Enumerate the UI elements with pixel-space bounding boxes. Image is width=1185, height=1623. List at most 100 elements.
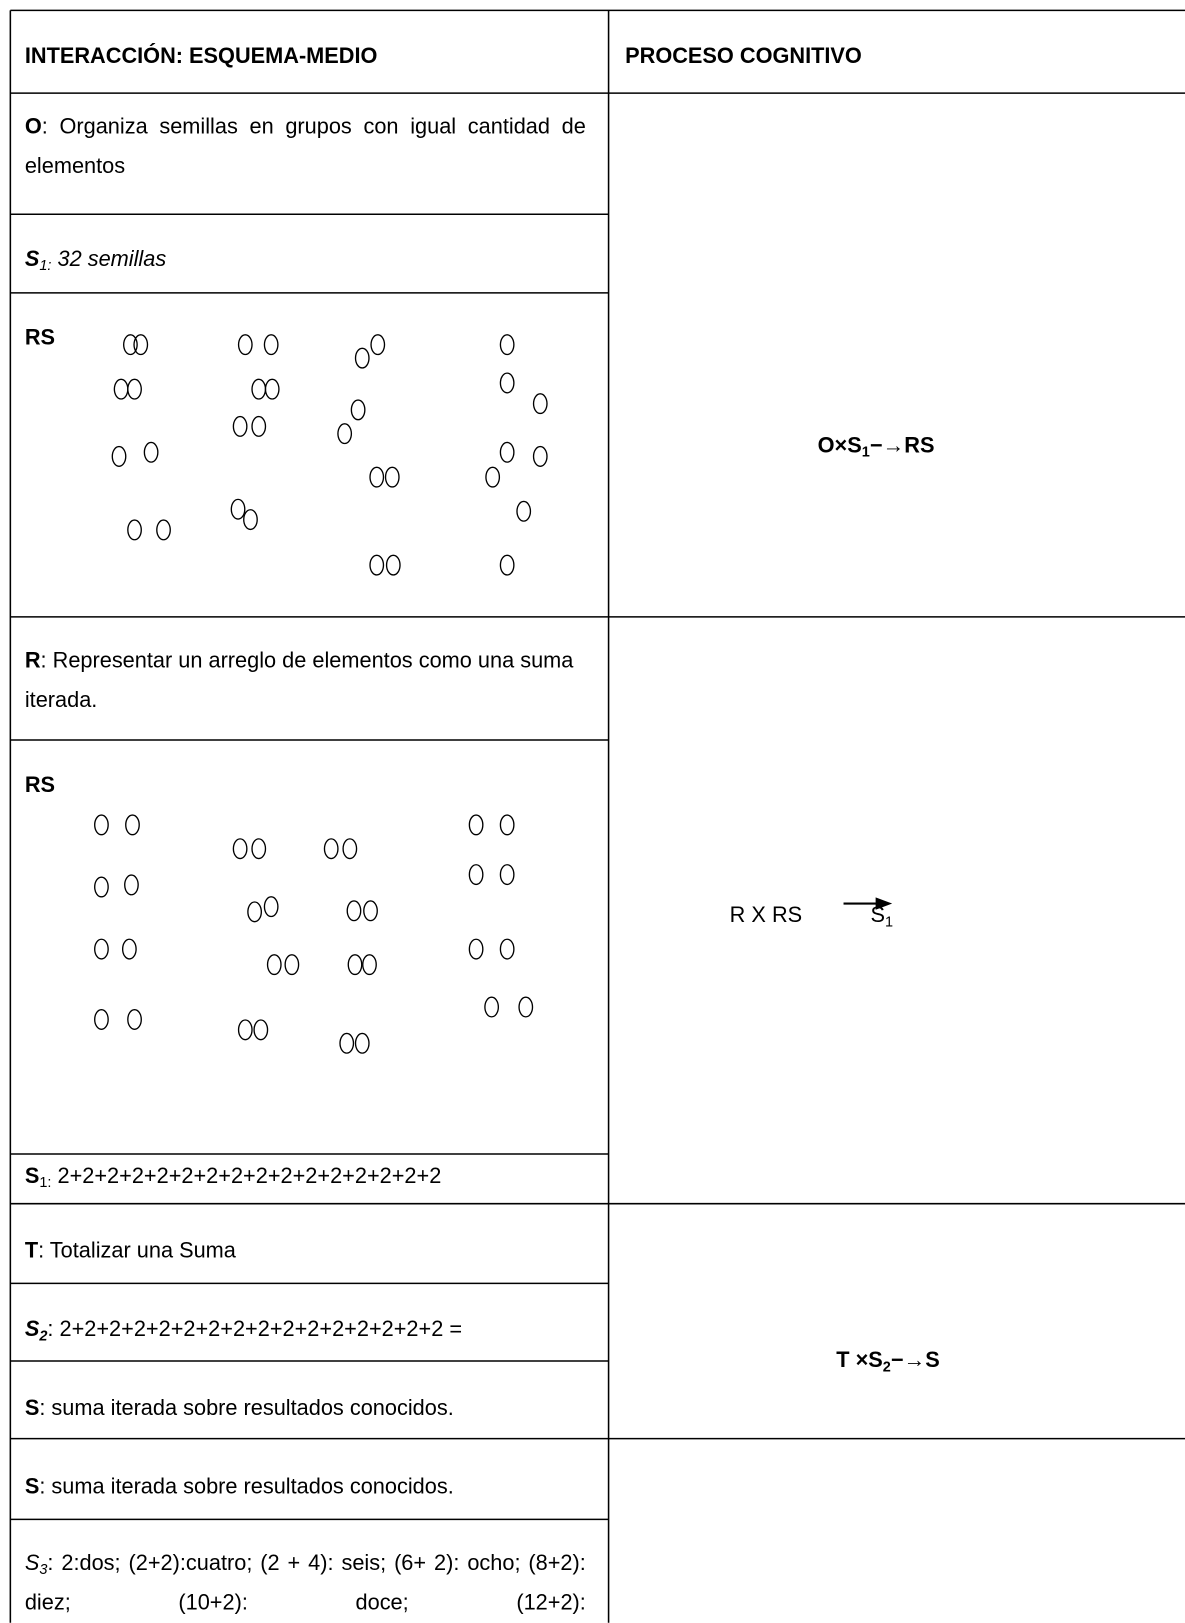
- seed: [469, 939, 482, 959]
- seed: [386, 467, 399, 487]
- seed: [363, 955, 376, 975]
- seed: [233, 417, 246, 437]
- seed: [517, 501, 530, 521]
- seed: [254, 1020, 267, 1040]
- subscript: 1:: [39, 1174, 51, 1191]
- label: R: [25, 649, 41, 673]
- seed: [248, 902, 261, 922]
- text: T ×S: [836, 1349, 883, 1373]
- subscript: 3: [39, 1561, 47, 1578]
- label: RS: [25, 766, 55, 805]
- seed: [469, 865, 482, 885]
- label: RS: [25, 319, 55, 358]
- text: −→RS: [870, 434, 935, 458]
- text: : Organiza semillas en grupos con igual …: [25, 115, 586, 178]
- text: : Representar un arreglo de elementos co…: [25, 649, 574, 712]
- seed: [265, 379, 278, 399]
- label: S: [25, 247, 40, 271]
- page: INTERACCIÓN: ESQUEMA-MEDIO PROCESO COGNI…: [0, 0, 1185, 1623]
- label: O: [25, 115, 42, 139]
- seed: [95, 877, 108, 897]
- seed: [500, 442, 513, 462]
- text: : 2+2+2+2+2+2+2+2+2+2+2+2+2+2+2+2 =: [47, 1318, 462, 1342]
- subscript: 1:: [39, 257, 51, 274]
- seed: [126, 815, 139, 835]
- header-cell: INTERACCIÓN: ESQUEMA-MEDIO: [25, 37, 378, 76]
- seed: [114, 379, 127, 399]
- seed: [387, 555, 400, 575]
- seed: [534, 447, 547, 467]
- label: S: [25, 1318, 40, 1342]
- seed: [134, 335, 147, 355]
- seed: [144, 442, 157, 462]
- seed: [95, 815, 108, 835]
- cell-text: S1: 2+2+2+2+2+2+2+2+2+2+2+2+2+2+2+2: [25, 1157, 441, 1196]
- seed: [128, 379, 141, 399]
- seed: [285, 955, 298, 975]
- seed: [95, 1010, 108, 1030]
- seed: [112, 447, 125, 467]
- process: O×S1−→RS: [818, 426, 935, 465]
- seed: [268, 955, 281, 975]
- seed: [252, 839, 265, 859]
- seed: [356, 348, 369, 368]
- seed: [500, 865, 513, 885]
- seed: [340, 1033, 353, 1053]
- cell-text: S: suma iterada sobre resultados conocid…: [25, 1389, 454, 1428]
- cell-text: R: Representar un arreglo de elementos c…: [25, 642, 586, 721]
- cell-text: S: suma iterada sobre resultados conocid…: [25, 1468, 454, 1507]
- cell-text: O: Organiza semillas en grupos con igual…: [25, 108, 586, 187]
- label: S: [25, 1551, 40, 1575]
- text: S: [870, 904, 885, 928]
- seed: [264, 897, 277, 917]
- seed: [231, 499, 244, 519]
- seed: [347, 901, 360, 921]
- seed: [469, 815, 482, 835]
- label: T: [25, 1239, 38, 1263]
- seed: [252, 417, 265, 437]
- seed: [125, 875, 138, 895]
- text: : Totalizar una Suma: [38, 1239, 236, 1263]
- seed: [500, 373, 513, 393]
- table-grid: [0, 0, 1185, 1623]
- seed: [500, 815, 513, 835]
- seed: [239, 1020, 252, 1040]
- seed: [370, 555, 383, 575]
- label: S: [25, 1475, 40, 1499]
- seed: [128, 520, 141, 540]
- seed: [485, 997, 498, 1017]
- document: INTERACCIÓN: ESQUEMA-MEDIO PROCESO COGNI…: [0, 0, 1185, 1623]
- cell-text: S3: 2:dos; (2+2):cuatro; (2 + 4): seis; …: [25, 1544, 586, 1623]
- seed: [95, 939, 108, 959]
- seed: [338, 424, 351, 444]
- process: T ×S2−→S: [836, 1341, 940, 1380]
- subscript: 2: [883, 1358, 891, 1375]
- seed: [486, 467, 499, 487]
- text: : suma iterada sobre resultados conocido…: [39, 1396, 453, 1420]
- header-cell: PROCESO COGNITIVO: [625, 37, 862, 76]
- seed: [348, 955, 361, 975]
- seed: [124, 335, 137, 355]
- seed: [128, 1010, 141, 1030]
- seed: [534, 394, 547, 414]
- seed: [500, 335, 513, 355]
- seed: [500, 939, 513, 959]
- seed: [343, 839, 356, 859]
- seed: [123, 939, 136, 959]
- text: : 2:dos; (2+2):cuatro; (2 + 4): seis; (6…: [25, 1551, 586, 1614]
- label: S: [25, 1164, 40, 1188]
- subscript: 1: [885, 913, 893, 930]
- cell-text: S2: 2+2+2+2+2+2+2+2+2+2+2+2+2+2+2+2 =: [25, 1310, 462, 1349]
- seed: [244, 510, 257, 530]
- cell-text: T: Totalizar una Suma: [25, 1232, 236, 1271]
- label: S: [25, 1396, 40, 1420]
- seed: [252, 379, 265, 399]
- seed: [356, 1033, 369, 1053]
- seed: [500, 555, 513, 575]
- text: R X RS: [730, 904, 802, 928]
- seed: [239, 335, 252, 355]
- seed: [157, 520, 170, 540]
- cell-text: S1: 32 semillas: [25, 240, 166, 279]
- seed: [324, 839, 337, 859]
- seed: [371, 335, 384, 355]
